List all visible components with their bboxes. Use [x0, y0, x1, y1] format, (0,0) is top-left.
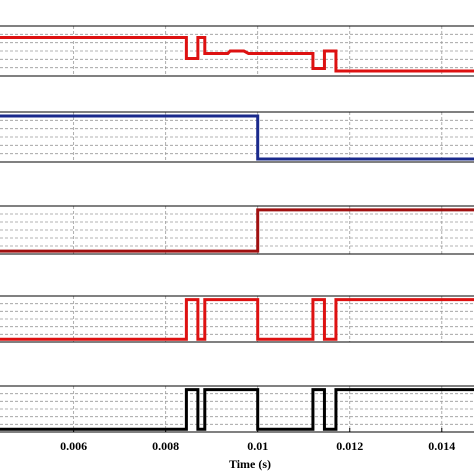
panel-3: [0, 205, 474, 255]
x-tick-label: 0.014: [428, 439, 455, 453]
x-tick-label: 0.006: [60, 439, 87, 453]
panel-frame: [0, 295, 474, 343]
series-line-5: [0, 388, 474, 431]
panels-group: [0, 25, 474, 433]
panel-2: [0, 111, 474, 163]
panel-frame: [0, 25, 474, 77]
panel-1: [0, 25, 474, 77]
series-line-3: [0, 208, 474, 253]
panel-4: [0, 295, 474, 343]
x-tick-label: 0.012: [336, 439, 363, 453]
panel-frame: [0, 385, 474, 433]
panel-frame: [0, 205, 474, 255]
series-line-4: [0, 298, 474, 341]
series-line-2: [0, 114, 474, 161]
x-tick-label: 0.01: [247, 439, 268, 453]
x-tick-label: 0.008: [152, 439, 179, 453]
x-tick-labels: 0.006 0.008 0.01 0.012 0.014: [60, 428, 455, 453]
panel-frame: [0, 111, 474, 163]
panel-5: [0, 385, 474, 433]
series-line-1: [0, 36, 474, 73]
x-axis-label: Time (s): [229, 457, 271, 471]
